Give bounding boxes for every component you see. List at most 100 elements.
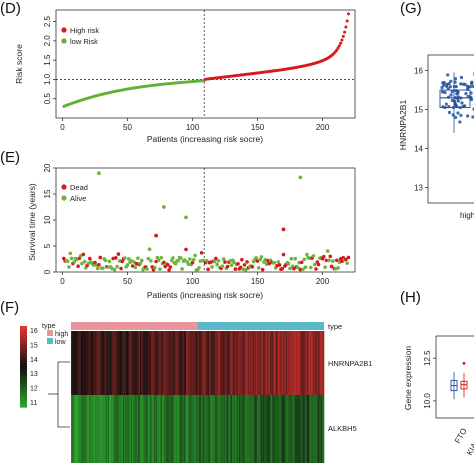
heatmap-cell <box>166 331 168 395</box>
heatmap-cell <box>187 331 189 395</box>
boxplot-g-point <box>455 105 459 109</box>
survival-point <box>336 266 340 270</box>
heatmap-cell <box>235 331 237 395</box>
boxplot-g-point <box>466 85 470 90</box>
survival-point <box>281 252 286 257</box>
risk-y-tick-label: 1.5 <box>43 54 52 66</box>
heatmap-cell <box>211 331 213 395</box>
risk-point <box>343 30 347 34</box>
heatmap-cell <box>245 331 248 395</box>
heatmap-cell <box>166 395 168 463</box>
heatmap-cell <box>88 395 90 463</box>
boxplot-h-y-title: Gene expression <box>403 346 413 411</box>
heatmap-cell <box>218 395 220 463</box>
heatmap-cell <box>260 395 263 463</box>
heatmap-cell <box>74 395 76 463</box>
heatmap-cell <box>177 395 180 463</box>
heatmap-cell <box>129 331 132 395</box>
row-label-alkbh5: ALKBH5 <box>328 424 357 433</box>
survival-point <box>184 215 188 220</box>
heatmap-cell <box>236 395 239 463</box>
boxplot-g-point <box>458 105 462 110</box>
survival-point <box>289 256 294 261</box>
survival-point <box>192 257 196 262</box>
heatmap-cell <box>102 395 104 463</box>
heatmap-cell <box>165 331 167 395</box>
heatmap-cell <box>257 331 259 395</box>
survival-point <box>127 257 131 261</box>
heatmap-cell <box>138 395 141 463</box>
survival-y-axis-title: Survival time (years) <box>27 183 37 261</box>
risk-score-plot: 0 50 100 150 200 0.5 1.0 1.5 2.0 2.5 Risk score P… <box>14 9 356 144</box>
heatmap-cell <box>107 331 110 395</box>
survival-point <box>292 266 296 271</box>
heatmap-cell <box>311 331 313 395</box>
heatmap-cell <box>119 331 121 395</box>
heatmap-cell <box>194 395 196 463</box>
boxplot-h-y-tick-label: 12.5 <box>423 350 432 366</box>
boxplot-g-y-tick-label: 13 <box>414 183 423 192</box>
heatmap-cell <box>251 331 253 395</box>
survival-point <box>140 258 144 263</box>
survival-point <box>266 258 270 263</box>
heatmap-cell <box>298 395 301 463</box>
survival-point <box>220 264 225 269</box>
boxplot-g-y-tick-label: 15 <box>414 106 423 115</box>
type-legend-low-swatch <box>47 338 53 344</box>
heatmap-cell <box>203 331 205 395</box>
heatmap-cell <box>288 331 290 395</box>
heatmap-cell <box>71 395 73 463</box>
survival-x-tick-label: 200 <box>316 277 330 286</box>
heatmap-cell <box>121 331 124 395</box>
boxplot-g-point <box>450 89 454 94</box>
heatmap-cell <box>120 331 122 395</box>
heatmap-cell <box>281 331 283 395</box>
boxplot-g-point <box>461 82 465 86</box>
boxplot-g-point <box>451 113 455 117</box>
type-legend-high-label: high <box>55 331 68 338</box>
color-scale-step <box>20 404 27 408</box>
heatmap-cell <box>264 395 266 463</box>
survival-point <box>180 267 184 271</box>
heatmap-cell <box>174 395 176 463</box>
survival-point <box>346 255 351 260</box>
risk-point <box>339 41 343 45</box>
survival-point <box>221 257 226 261</box>
panel-letter-g: (G) <box>400 0 422 17</box>
heatmap-cell <box>318 395 320 463</box>
heatmap-cell <box>172 395 174 463</box>
heatmap-cell <box>164 331 166 395</box>
heatmap-cell <box>71 331 73 395</box>
boxplot-g-y-tick-label: 16 <box>414 67 423 76</box>
heatmap-cell <box>108 331 111 395</box>
expression-heatmap: 16 15 14 13 12 11 type HNRNPA2B1 ALKBH5 type … <box>20 322 372 463</box>
heatmap-cell <box>175 395 178 463</box>
heatmap-cell <box>142 395 144 463</box>
heatmap-cell <box>248 395 250 463</box>
heatmap-cell <box>305 395 308 463</box>
heatmap-cell <box>96 395 98 463</box>
survival-point <box>132 260 136 264</box>
survival-point <box>138 261 143 266</box>
heatmap-cell <box>131 331 134 395</box>
heatmap-cell <box>257 395 259 463</box>
boxplot-g-point <box>463 104 467 108</box>
heatmap-cell <box>226 395 228 463</box>
heatmap-cell <box>284 331 287 395</box>
heatmap-cell <box>154 331 157 395</box>
boxplot-g-point <box>471 115 474 119</box>
boxplot-g-point <box>456 99 460 103</box>
heatmap-cell <box>320 395 322 463</box>
heatmap-cell <box>202 395 204 463</box>
heatmap-cell <box>84 395 87 463</box>
survival-y-tick-label: 15 <box>43 189 52 198</box>
heatmap-cell <box>220 395 222 463</box>
survival-point <box>69 256 74 261</box>
heatmap-cell <box>151 395 153 463</box>
heatmap-cell <box>227 395 229 463</box>
heatmap-cell <box>130 331 133 395</box>
heatmap-cell <box>306 331 309 395</box>
survival-point <box>166 262 170 267</box>
heatmap-cell <box>265 395 267 463</box>
heatmap-cell <box>150 331 152 395</box>
